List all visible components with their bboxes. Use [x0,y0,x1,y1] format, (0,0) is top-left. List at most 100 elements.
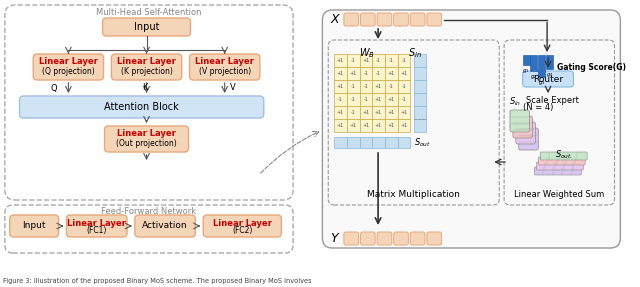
Text: +1: +1 [362,123,369,128]
Text: Gating Score(G): Gating Score(G) [557,63,626,71]
Bar [372,137,385,148]
FancyBboxPatch shape [10,215,59,237]
FancyBboxPatch shape [360,13,375,26]
Text: +1: +1 [337,71,344,76]
Text: +1: +1 [337,58,344,63]
Bar [347,67,360,80]
Text: +1: +1 [388,123,395,128]
Bar [385,119,397,132]
Bar [360,54,372,67]
Bar [334,119,347,132]
Bar [397,137,410,148]
Text: Feed-Forward Network: Feed-Forward Network [101,207,196,216]
Text: $g_4$: $g_4$ [546,71,554,79]
Text: (FC1): (FC1) [86,226,107,236]
FancyBboxPatch shape [360,232,375,245]
FancyBboxPatch shape [534,167,581,175]
Text: +1: +1 [388,71,395,76]
Bar [360,119,372,132]
FancyBboxPatch shape [540,152,587,160]
FancyBboxPatch shape [410,13,425,26]
Text: $W_B$: $W_B$ [360,46,375,60]
FancyBboxPatch shape [410,232,425,245]
Bar [334,106,347,119]
Text: -1: -1 [364,97,368,102]
Text: -1: -1 [401,97,406,102]
Text: Figure 3: Illustration of the proposed Binary MoS scheme. The proposed Binary Mo: Figure 3: Illustration of the proposed B… [3,278,312,284]
Text: -1: -1 [376,58,381,63]
Text: +1: +1 [375,84,382,89]
Bar [347,54,360,67]
FancyBboxPatch shape [513,116,532,138]
Text: $S_{out.}$: $S_{out.}$ [555,149,573,161]
Text: (Out projection): (Out projection) [116,139,177,148]
Text: +1: +1 [362,110,369,115]
Text: -1: -1 [351,84,356,89]
Text: Linear Layer: Linear Layer [195,57,254,67]
Text: K: K [142,84,147,92]
Bar [397,119,410,132]
Bar [347,119,360,132]
FancyBboxPatch shape [344,13,358,26]
FancyBboxPatch shape [538,157,585,165]
Bar [334,54,347,67]
FancyBboxPatch shape [377,232,392,245]
Text: +1: +1 [388,110,395,115]
Bar [360,80,372,93]
Text: +1: +1 [349,123,356,128]
Bar [385,54,397,67]
Text: +1: +1 [401,110,408,115]
Text: -1: -1 [338,97,343,102]
Bar [414,80,426,93]
Text: (V projection): (V projection) [198,67,251,77]
Text: -1: -1 [351,110,356,115]
Text: -1: -1 [389,84,394,89]
Text: Linear Layer: Linear Layer [117,129,176,139]
Bar [414,106,426,119]
FancyBboxPatch shape [536,162,583,170]
FancyBboxPatch shape [510,110,529,132]
Text: $g_1$: $g_1$ [522,67,530,75]
Bar [347,93,360,106]
Bar [385,93,397,106]
Text: +1: +1 [337,123,344,128]
Bar [334,80,347,93]
Text: +1: +1 [375,123,382,128]
Bar [414,93,426,106]
Text: +1: +1 [337,110,344,115]
Bar [372,54,385,67]
Bar [360,137,372,148]
Text: (Q projection): (Q projection) [42,67,95,77]
Bar [538,55,545,77]
FancyBboxPatch shape [516,122,536,144]
Bar [523,55,529,65]
Text: $S_{in}$: $S_{in}$ [509,96,521,108]
Text: V: V [230,84,236,92]
FancyBboxPatch shape [204,215,282,237]
Bar [372,106,385,119]
Text: Matrix Multiplication: Matrix Multiplication [367,190,460,199]
Text: (FC2): (FC2) [232,226,252,236]
Text: X: X [330,13,339,26]
Text: Input: Input [134,22,159,32]
Text: +1: +1 [337,84,344,89]
Text: +1: +1 [375,110,382,115]
Bar [347,80,360,93]
FancyBboxPatch shape [427,232,442,245]
Text: (K projection): (K projection) [120,67,173,77]
FancyBboxPatch shape [394,13,408,26]
FancyBboxPatch shape [67,215,127,237]
Bar [397,54,410,67]
Bar [360,106,372,119]
Text: +1: +1 [362,58,369,63]
Text: -1: -1 [401,84,406,89]
Text: Linear Weighted Sum: Linear Weighted Sum [514,190,604,199]
Text: +1: +1 [375,97,382,102]
FancyBboxPatch shape [189,54,260,80]
Bar [546,55,553,69]
Bar [385,80,397,93]
Bar [334,67,347,80]
Bar [334,137,347,148]
Text: -1: -1 [351,58,356,63]
Bar [385,106,397,119]
